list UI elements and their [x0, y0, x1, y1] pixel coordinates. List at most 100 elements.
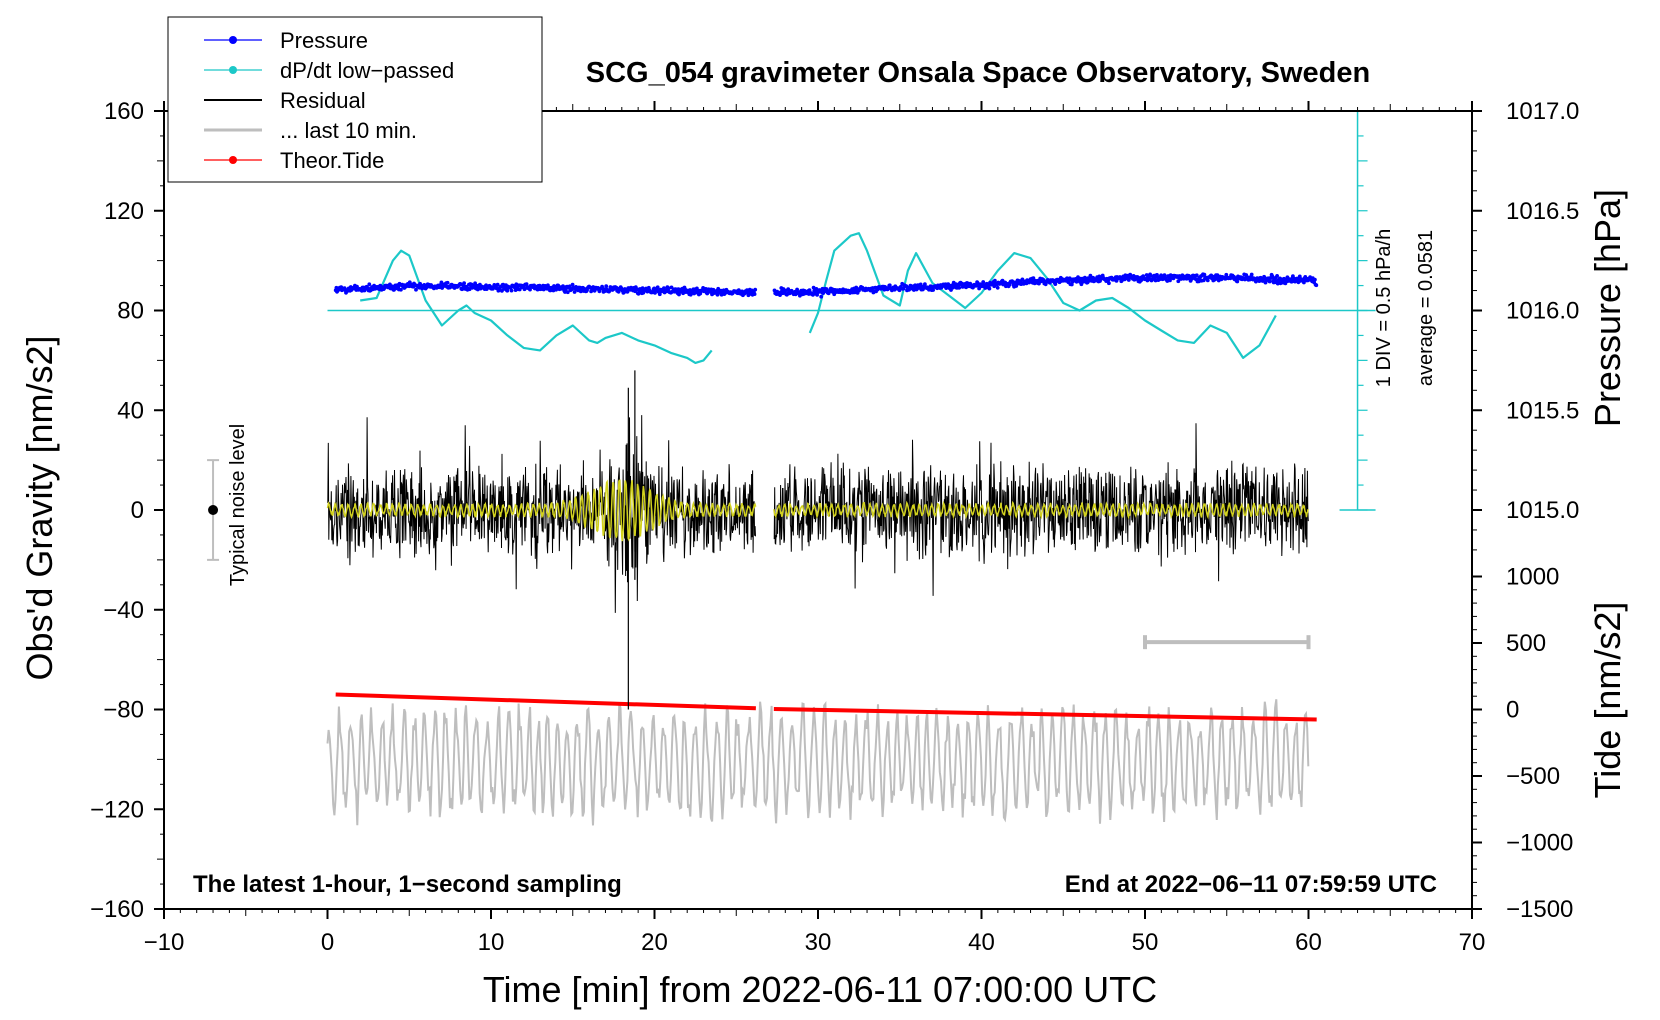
pressure-tick-label: 1016.5 — [1506, 198, 1579, 225]
legend-tide-label: Theor.Tide — [280, 148, 384, 173]
pressure-point — [1302, 280, 1306, 285]
y-left-tick-label: 160 — [104, 98, 144, 125]
tide-tick-label: −1000 — [1506, 830, 1573, 857]
residual-smoothed-series-line — [326, 479, 1309, 542]
tide-axis-label: Tide [nm/s2] — [1587, 602, 1628, 799]
tide-tick-label: −1500 — [1506, 896, 1573, 923]
pressure-axis-label: Pressure [hPa] — [1587, 189, 1628, 427]
dpdt-series-line-1 — [360, 249, 713, 364]
legend-pressure-marker — [229, 36, 237, 44]
legend-last10-label: ... last 10 min. — [280, 118, 417, 143]
pressure-point — [1235, 279, 1240, 284]
pressure-point — [635, 287, 639, 292]
tide-series-line-2 — [773, 707, 1317, 722]
pressure-tick-label: 1015.0 — [1506, 497, 1579, 524]
noise-bar-center-dot — [208, 505, 219, 515]
pressure-point — [931, 288, 935, 292]
pressure-point — [795, 287, 799, 292]
y-left-tick-label: −120 — [90, 796, 144, 823]
series-layer — [207, 110, 1376, 826]
pressure-point — [1314, 283, 1319, 288]
pressure-point — [458, 282, 463, 287]
legend-residual-label: Residual — [280, 88, 366, 113]
pressure-point — [509, 288, 514, 293]
x-axis-label: Time [min] from 2022-06-11 07:00:00 UTC — [483, 969, 1157, 1010]
pressure-point — [918, 282, 923, 287]
pressure-tick-label: 1017.0 — [1506, 98, 1579, 125]
footer-sampling-note: The latest 1-hour, 1−second sampling — [193, 871, 622, 898]
pressure-point — [819, 294, 824, 299]
tide-tick-label: 0 — [1506, 697, 1519, 724]
pressure-point — [981, 280, 986, 284]
pressure-point — [1162, 273, 1167, 277]
pressure-point — [1148, 272, 1152, 277]
last-10-min-series-line — [326, 699, 1310, 826]
pressure-point — [1275, 274, 1279, 278]
legend-pressure-label: Pressure — [280, 28, 368, 53]
legend-tide-marker — [229, 156, 237, 164]
footer-end-time: End at 2022−06−11 07:59:59 UTC — [1065, 871, 1437, 898]
pressure-point — [1139, 278, 1144, 283]
pressure-point — [495, 282, 500, 287]
pressure-point — [1249, 272, 1254, 277]
pressure-point — [1194, 273, 1199, 278]
pressure-point — [445, 280, 450, 285]
pressure-point — [983, 286, 988, 290]
pressure-point — [752, 292, 757, 296]
pressure-point — [824, 287, 829, 292]
legend: Pressure dP/dt low−passed Residual ... l… — [167, 16, 543, 183]
pressure-tick-label: 1015.5 — [1506, 397, 1579, 424]
pressure-point — [753, 287, 758, 292]
y-left-tick-label: 120 — [104, 198, 144, 225]
x-tick-label: 40 — [968, 929, 995, 956]
y-left-tick-label: 0 — [131, 497, 144, 524]
x-tick-label: 50 — [1132, 929, 1159, 956]
pressure-point — [1202, 272, 1207, 277]
pressure-point — [572, 290, 577, 294]
tide-tick-label: −500 — [1506, 763, 1560, 790]
pressure-point — [570, 282, 575, 287]
pressure-point — [462, 281, 466, 286]
pressure-point — [367, 282, 372, 287]
x-tick-label: 70 — [1459, 929, 1486, 956]
y-left-tick-label: −160 — [90, 896, 144, 923]
pressure-point — [657, 292, 662, 297]
pressure-point — [1270, 274, 1275, 279]
pressure-point — [995, 285, 1000, 290]
pressure-point — [505, 288, 510, 293]
pressure-point — [1205, 278, 1210, 283]
legend-dpdt-label: dP/dt low−passed — [280, 58, 454, 83]
pressure-point — [669, 285, 674, 290]
x-tick-label: 20 — [641, 929, 668, 956]
pressure-point — [355, 284, 359, 289]
pressure-point — [1224, 272, 1229, 277]
pressure-point — [524, 282, 529, 286]
y-left-tick-label: −80 — [103, 697, 144, 724]
dpdt-series-line-2 — [808, 232, 1277, 359]
pressure-point — [957, 285, 962, 290]
chart-title: SCG_054 gravimeter Onsala Space Observat… — [586, 57, 1370, 89]
y-left-tick-label: 80 — [117, 298, 144, 325]
pressure-point — [655, 285, 660, 290]
x-tick-label: −10 — [144, 929, 185, 956]
pressure-point — [1176, 279, 1181, 284]
y-left-tick-label: −40 — [103, 597, 144, 624]
pressure-tick-label: 1016.0 — [1506, 298, 1579, 325]
pressure-point — [625, 289, 630, 294]
tide-tick-label: 1000 — [1506, 564, 1559, 591]
pressure-point — [567, 284, 572, 289]
pressure-point — [987, 286, 992, 291]
pressure-point — [604, 284, 609, 288]
pressure-point — [1313, 277, 1317, 282]
x-tick-label: 30 — [805, 929, 832, 956]
x-tick-label: 60 — [1295, 929, 1322, 956]
pressure-point — [528, 287, 532, 292]
pressure-point — [414, 287, 418, 292]
pressure-point — [1107, 281, 1111, 286]
y-left-tick-label: 40 — [117, 397, 144, 424]
text-layer: SCG_054 gravimeter Onsala Space Observat… — [19, 57, 1628, 1010]
y-axis-label-left: Obs'd Gravity [nm/s2] — [19, 336, 60, 681]
legend-dpdt-marker — [229, 66, 237, 74]
pressure-point — [565, 290, 570, 295]
